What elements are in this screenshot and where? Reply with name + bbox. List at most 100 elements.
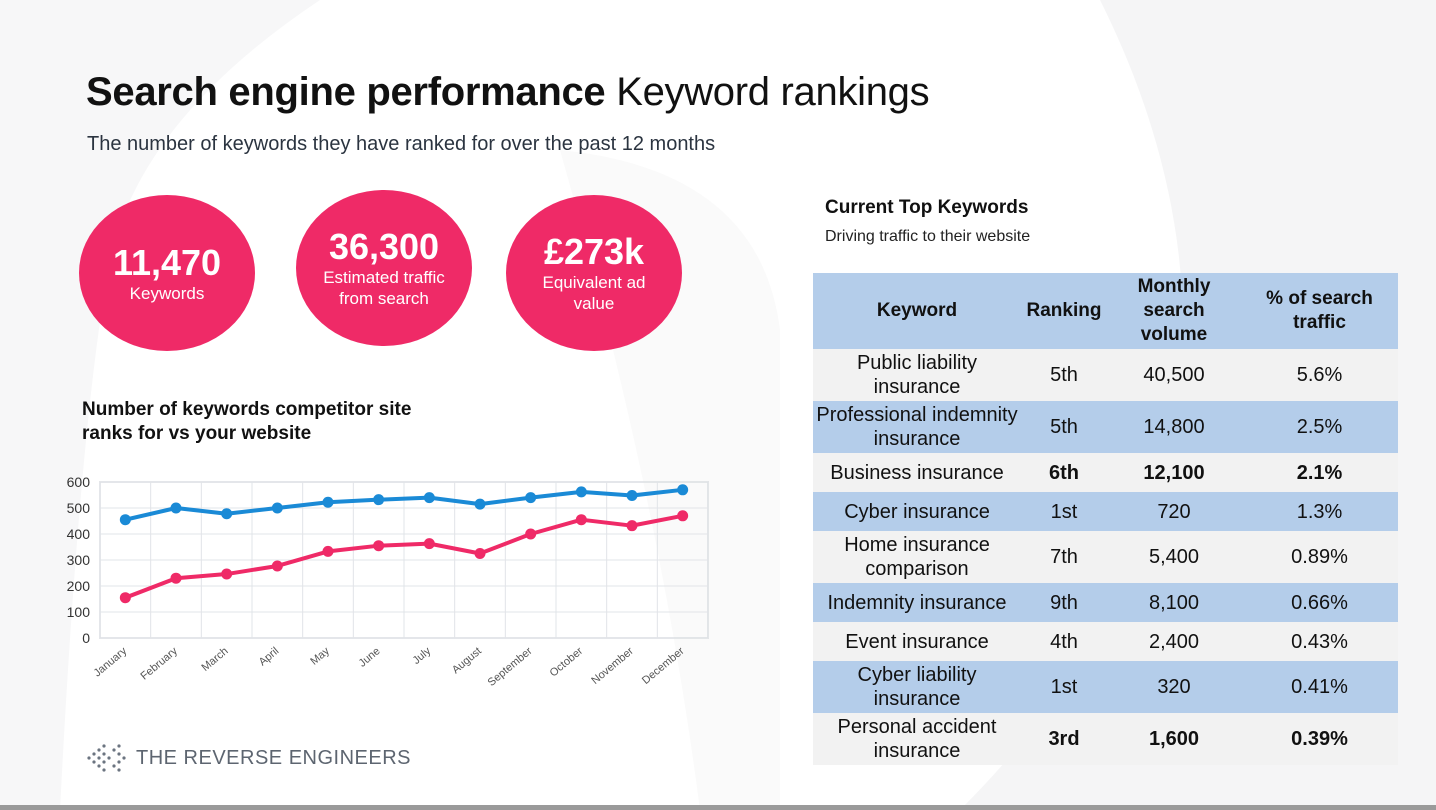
- table-row: Public liability insurance 5th 40,500 5.…: [813, 349, 1398, 401]
- ranking-cell: 9th: [1021, 583, 1107, 622]
- data-point: [170, 502, 182, 514]
- traffic-cell: 0.66%: [1241, 583, 1398, 622]
- traffic-cell: 0.89%: [1241, 531, 1398, 583]
- volume-cell: 8,100: [1107, 583, 1241, 622]
- volume-cell: 14,800: [1107, 401, 1241, 453]
- volume-cell: 12,100: [1107, 453, 1241, 492]
- keyword-cell: Business insurance: [813, 453, 1021, 492]
- stat-label: Estimated traffic from search: [323, 268, 445, 308]
- traffic-cell: 2.1%: [1241, 453, 1398, 492]
- y-tick-label: 600: [67, 474, 91, 490]
- header-volume: Monthly search volume: [1107, 273, 1241, 349]
- table-row: Professional indemnity insurance 5th 14,…: [813, 401, 1398, 453]
- header-traffic: % of search traffic: [1241, 273, 1398, 349]
- data-point: [373, 540, 385, 552]
- volume-cell: 1,600: [1107, 713, 1241, 765]
- line-chart: 0 100 200 300 400 500 600 January February March A…: [67, 474, 709, 689]
- data-point: [575, 514, 587, 526]
- keyword-cell: Professional indemnity insurance: [813, 401, 1021, 453]
- table-row: Home insurance comparison 7th 5,400 0.89…: [813, 531, 1398, 583]
- x-tick-label: June: [357, 645, 383, 670]
- data-point: [525, 528, 537, 540]
- ranking-cell: 1st: [1021, 661, 1107, 713]
- data-point: [221, 568, 233, 580]
- brand-logo: THE REVERSE ENGINEERS: [86, 742, 411, 774]
- y-tick-label: 300: [67, 552, 91, 568]
- ranking-cell: 5th: [1021, 349, 1107, 401]
- title-bold: Search engine performance: [86, 70, 606, 114]
- data-point: [271, 560, 283, 572]
- data-point: [373, 494, 385, 506]
- volume-cell: 320: [1107, 661, 1241, 713]
- stat-label: Keywords: [129, 283, 205, 303]
- logo-text: THE REVERSE ENGINEERS: [136, 746, 412, 769]
- keywords-table: Keyword Ranking Monthly search volume % …: [813, 273, 1398, 765]
- header-keyword: Keyword: [813, 273, 1021, 349]
- ranking-cell: 7th: [1021, 531, 1107, 583]
- stat-value: £273k: [543, 231, 645, 272]
- ranking-cell: 6th: [1021, 453, 1107, 492]
- data-point: [423, 538, 435, 550]
- x-tick-label: August: [450, 645, 484, 676]
- table-subtitle: Driving traffic to their website: [825, 228, 1031, 245]
- table-row: Personal accident insurance 3rd 1,600 0.…: [813, 713, 1398, 765]
- table-row: Business insurance 6th 12,100 2.1%: [813, 453, 1398, 492]
- page-title: Search engine performance Keyword rankin…: [86, 70, 930, 115]
- x-tick-label: December: [640, 645, 687, 687]
- keyword-cell: Home insurance comparison: [813, 531, 1021, 583]
- volume-cell: 40,500: [1107, 349, 1241, 401]
- stat-value: 36,300: [328, 226, 440, 267]
- keyword-cell: Personal accident insurance: [813, 713, 1021, 765]
- x-tick-label: March: [199, 645, 230, 674]
- ranking-cell: 1st: [1021, 492, 1107, 531]
- header-ranking: Ranking: [1021, 273, 1107, 349]
- data-point: [119, 592, 131, 604]
- stat-traffic: 36,300 Estimated traffic from search: [296, 190, 472, 346]
- keyword-cell: Cyber liability insurance: [813, 661, 1021, 713]
- keyword-cell: Public liability insurance: [813, 349, 1021, 401]
- traffic-cell: 2.5%: [1241, 401, 1398, 453]
- x-tick-label: September: [486, 645, 535, 689]
- ranking-cell: 5th: [1021, 401, 1107, 453]
- volume-cell: 2,400: [1107, 622, 1241, 661]
- volume-cell: 720: [1107, 492, 1241, 531]
- table-row: Cyber liability insurance 1st 320 0.41%: [813, 661, 1398, 713]
- traffic-cell: 0.43%: [1241, 622, 1398, 661]
- stat-ad-value: £273k Equivalent ad value: [506, 195, 682, 351]
- data-point: [474, 548, 486, 559]
- data-point: [626, 490, 638, 502]
- x-tick-label: February: [138, 645, 180, 683]
- bottom-bar: [0, 805, 1436, 810]
- table-row: Indemnity insurance 9th 8,100 0.66%: [813, 583, 1398, 622]
- x-tick-label: May: [308, 645, 332, 668]
- data-point: [626, 520, 638, 532]
- traffic-cell: 0.39%: [1241, 713, 1398, 765]
- chart-title: Number of keywords competitor site ranks…: [82, 399, 412, 444]
- stat-value: 11,470: [112, 241, 222, 283]
- traffic-cell: 5.6%: [1241, 349, 1398, 401]
- y-tick-label: 400: [67, 526, 91, 542]
- ranking-cell: 3rd: [1021, 713, 1107, 765]
- data-point: [677, 484, 689, 496]
- stat-keywords: 11,470 Keywords: [79, 195, 255, 351]
- stat-label: Equivalent ad value: [542, 273, 646, 313]
- y-tick-label: 100: [67, 604, 91, 620]
- data-point: [474, 498, 486, 510]
- data-point: [322, 545, 334, 557]
- keyword-cell: Indemnity insurance: [813, 583, 1021, 622]
- data-point: [575, 486, 587, 498]
- ranking-cell: 4th: [1021, 622, 1107, 661]
- data-point: [170, 572, 182, 584]
- table-header-row: Keyword Ranking Monthly search volume % …: [813, 273, 1398, 349]
- x-tick-label: July: [411, 645, 434, 667]
- traffic-cell: 1.3%: [1241, 492, 1398, 531]
- data-point: [322, 496, 334, 508]
- data-point: [525, 492, 537, 504]
- x-tick-label: October: [548, 645, 586, 680]
- data-point: [119, 514, 131, 526]
- x-tick-label: November: [589, 645, 636, 687]
- table-row: Cyber insurance 1st 720 1.3%: [813, 492, 1398, 531]
- dotted-arrow-icon: [87, 744, 126, 772]
- traffic-cell: 0.41%: [1241, 661, 1398, 713]
- keyword-cell: Event insurance: [813, 622, 1021, 661]
